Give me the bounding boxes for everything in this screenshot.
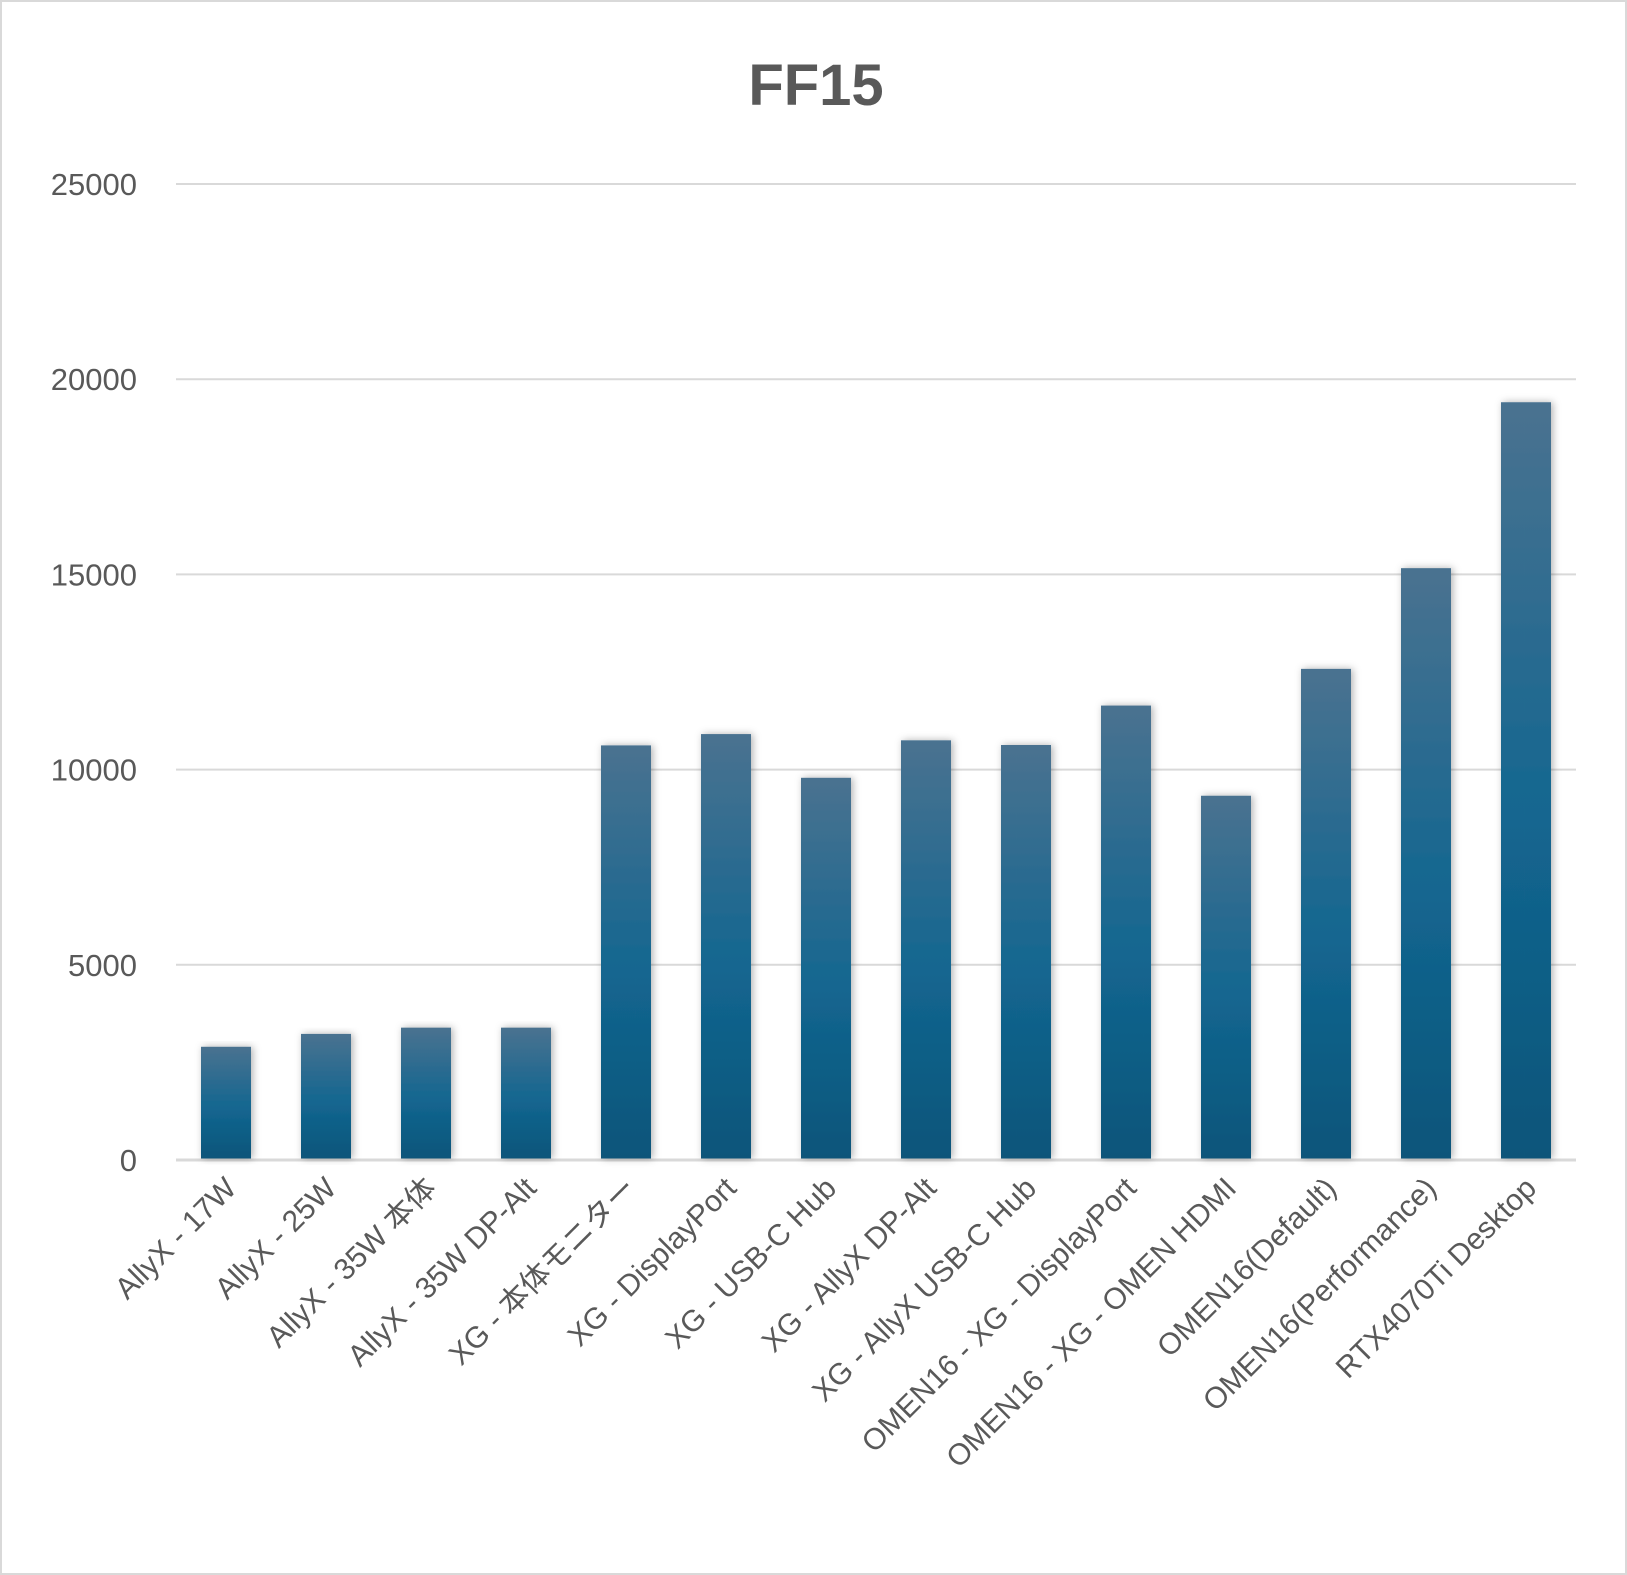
- bar: [501, 1027, 551, 1159]
- bar: [1301, 668, 1351, 1159]
- bar: [901, 740, 951, 1159]
- x-tick-label: XG - 本体モニター: [443, 1172, 643, 1372]
- x-tick-label: XG - USB-C Hub: [659, 1172, 843, 1356]
- bar: [1101, 705, 1151, 1159]
- bar: [1401, 568, 1451, 1159]
- x-tick-label: AllyX - 35W DP-Alt: [342, 1171, 544, 1373]
- x-tick-label: OMEN16(Default): [1151, 1172, 1343, 1364]
- bar: [601, 745, 651, 1159]
- y-tick-label: 10000: [51, 753, 137, 788]
- y-tick-label: 15000: [51, 557, 137, 592]
- chart-title: FF15: [748, 53, 883, 118]
- y-tick-label: 20000: [51, 362, 137, 397]
- bar: [801, 777, 851, 1159]
- bar: [201, 1046, 251, 1159]
- x-tick-label: RTX4070Ti Desktop: [1330, 1172, 1543, 1385]
- bar: [1501, 402, 1551, 1159]
- y-tick-label: 25000: [51, 167, 137, 202]
- bar: [1001, 745, 1051, 1159]
- bar: [1201, 795, 1251, 1159]
- y-tick-label: 5000: [68, 948, 137, 983]
- x-tick-label: XG - DisplayPort: [562, 1171, 744, 1353]
- y-tick-label: 0: [120, 1143, 137, 1178]
- bar: [301, 1033, 351, 1159]
- x-tick-label: XG - AllyX DP-Alt: [756, 1171, 944, 1359]
- bar: [701, 734, 751, 1159]
- x-tick-label: AllyX - 35W 本体: [260, 1172, 442, 1354]
- bar: [401, 1027, 451, 1159]
